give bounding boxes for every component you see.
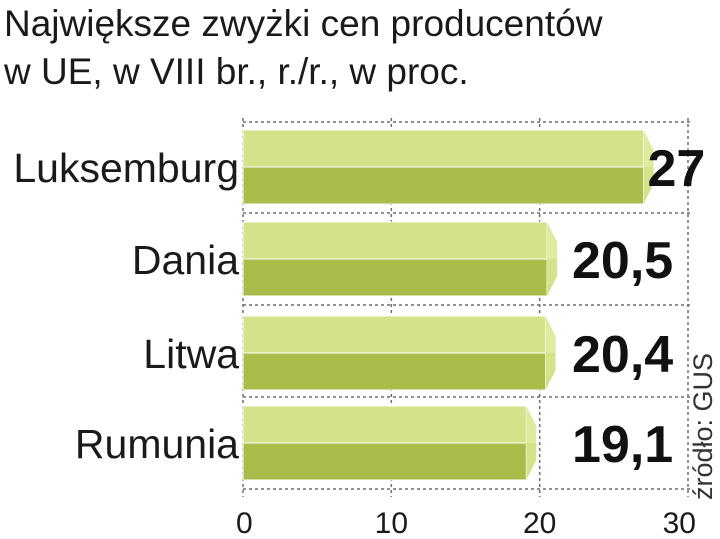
value-label-2: 20,4 (572, 326, 673, 384)
chart-title-line-2: w UE, w VIII br., r./r., w proc. (3, 51, 469, 92)
value-label-0: 27 (648, 140, 706, 198)
value-label-3: 19,1 (572, 416, 673, 474)
category-label-0: Luksemburg (13, 145, 239, 191)
x-tick-label-2: 20 (523, 507, 556, 539)
bar-0-end-top (643, 130, 654, 167)
bar-2-bottom (242, 352, 547, 391)
gridlines (242, 118, 692, 497)
chart-title-line-1: Największe zwyżki cen producentów (4, 3, 603, 44)
bars: Luksemburg 27 Dania 20,5 Litwa 20,4 Rumunia 19,… (13, 129, 706, 481)
bar-3-end-bottom (526, 443, 537, 480)
category-label-2: Litwa (143, 331, 239, 377)
category-label-1: Dania (132, 237, 239, 283)
bar-1-top (242, 221, 548, 260)
bar-2-end-top (545, 316, 556, 353)
x-tick-label-3: 30 (663, 507, 696, 539)
bar-0-top (242, 129, 644, 168)
x-axis: 0 10 20 30 (236, 507, 696, 539)
bar-3-bottom (242, 442, 527, 481)
x-tick-label-0: 0 (236, 507, 253, 539)
bar-1-end-top (547, 222, 558, 259)
bar-0-bottom (242, 166, 644, 205)
bar-3-top (242, 405, 527, 444)
bar-0-end-bottom (643, 167, 654, 204)
bar-1-end-bottom (547, 259, 558, 296)
bar-1-bottom (242, 258, 548, 297)
source-label: źródło: GUS (688, 353, 718, 500)
bar-2-end-bottom (545, 353, 556, 390)
category-label-3: Rumunia (75, 421, 239, 467)
bar-3-end-top (526, 406, 537, 443)
bar-2-top (242, 315, 547, 354)
x-tick-label-1: 10 (375, 507, 408, 539)
value-label-1: 20,5 (572, 232, 673, 290)
